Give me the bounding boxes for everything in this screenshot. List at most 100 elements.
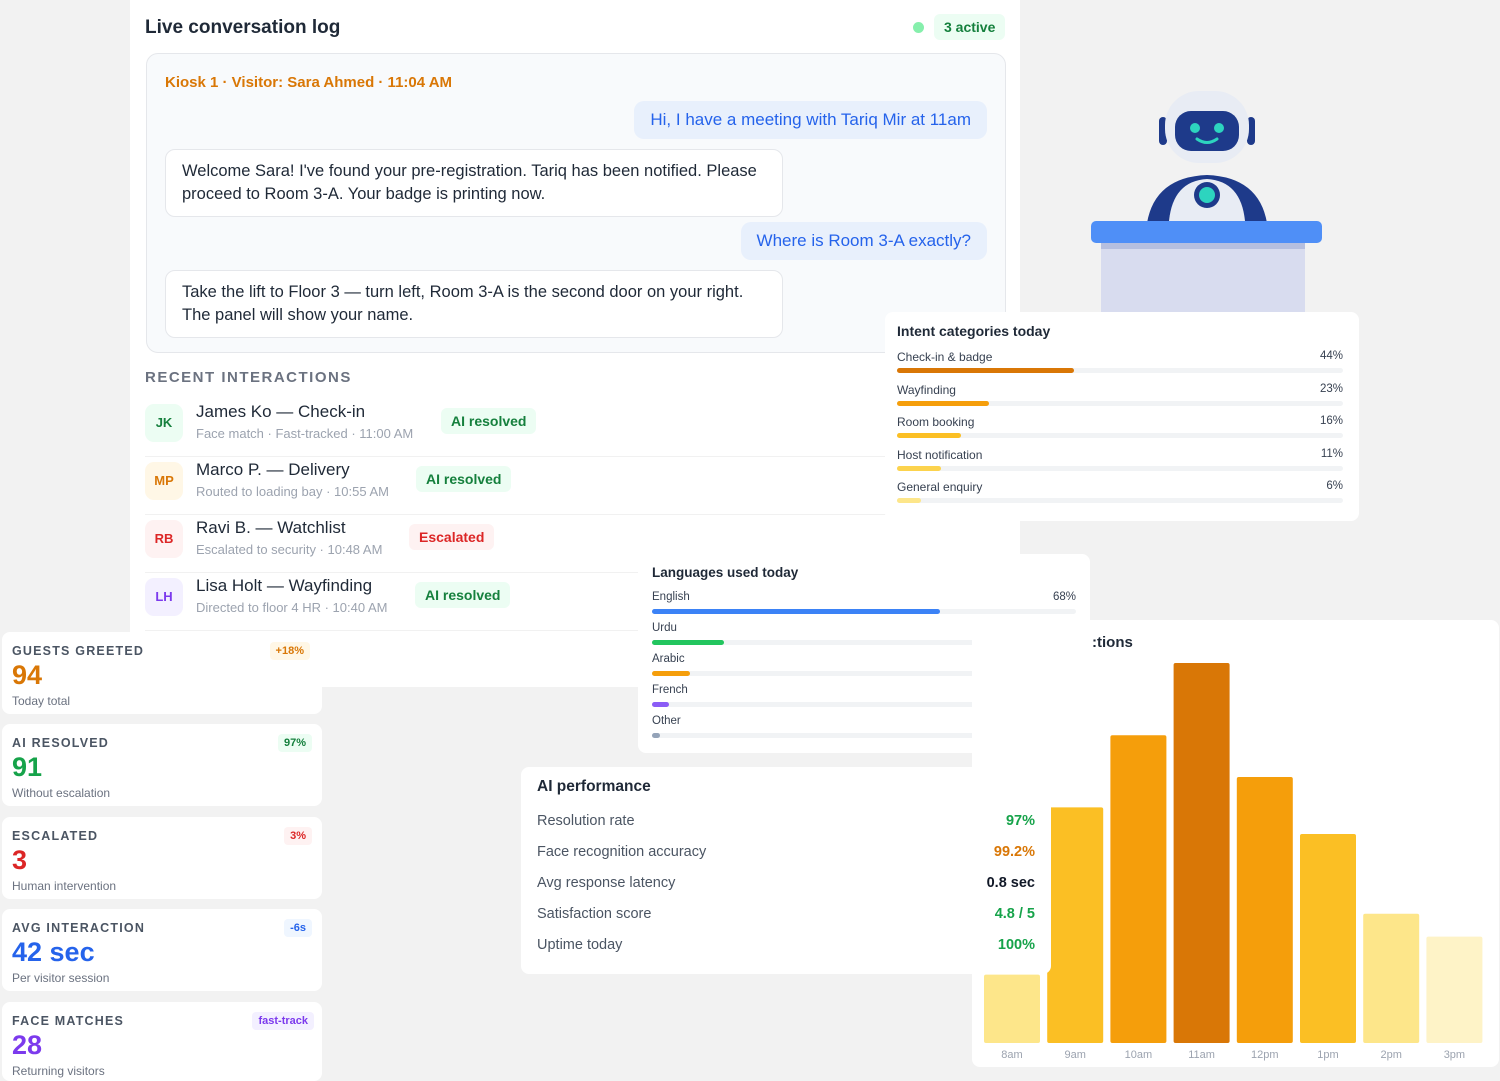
performance-metric-row: Uptime today 100% — [537, 937, 1035, 959]
intents-bar-track — [897, 465, 1343, 471]
stat-subtitle: Today total — [12, 694, 71, 708]
chart-bar[interactable] — [984, 974, 1040, 1043]
stat-value: 91 — [12, 752, 43, 782]
visitor-name: Lisa Holt — Wayfinding — [196, 576, 373, 595]
languages-bar-track — [652, 733, 1076, 738]
status-badge: AI resolved — [415, 582, 511, 608]
intents-bar-fill — [897, 400, 990, 406]
intents-label: Wayfinding — [897, 382, 956, 397]
stat-label: FACE MATCHES — [12, 1014, 125, 1028]
stat-change-badge: +18% — [269, 642, 310, 660]
receptionist-robot-illustration — [1091, 91, 1322, 315]
intents-bar-row: Room booking 16% — [897, 415, 1343, 438]
intents-bar-track — [897, 433, 1343, 438]
intents-percent: 16% — [1319, 415, 1343, 427]
interaction-detail: Routed to loading bay · 10:55 AM — [196, 484, 389, 499]
intents-bar-row: Wayfinding 23% — [897, 382, 1343, 406]
metric-value: 4.8 / 5 — [994, 906, 1035, 922]
stat-card[interactable]: AI RESOLVED 91 Without escalation 97% — [2, 724, 322, 806]
stat-subtitle: Without escalation — [12, 786, 111, 800]
performance-metric-row: Avg response latency 0.8 sec — [537, 875, 1035, 897]
performance-metric-row: Resolution rate 97% — [537, 813, 1035, 835]
stat-change-badge: 3% — [284, 827, 312, 845]
chart-bar[interactable] — [1426, 936, 1483, 1043]
stat-value: 42 sec — [12, 937, 95, 967]
intents-bar-fill — [897, 498, 922, 503]
active-status-dot — [913, 22, 924, 33]
intents-percent: 11% — [1320, 447, 1343, 460]
metric-value: 100% — [997, 937, 1035, 953]
intents-percent: 6% — [1326, 480, 1343, 492]
x-tick-label: 2pm — [1380, 1049, 1401, 1061]
intents-bar-row: Check-in & badge 44% — [897, 350, 1343, 373]
intents-percent: 23% — [1319, 382, 1343, 395]
hourly-bar-chart: 8am 9am 10am 11am 12pm 1pm 2pm 3pm — [984, 663, 1483, 1061]
interaction-detail: Escalated to security · 10:48 AM — [196, 542, 383, 557]
interaction-row[interactable]: JK James Ko — Check-in Face match · Fast-t… — [145, 400, 1005, 457]
languages-bar-track — [652, 702, 1076, 707]
languages-label: Urdu — [652, 622, 677, 634]
stat-label: ESCALATED — [12, 829, 99, 843]
languages-label: English — [652, 591, 690, 603]
chart-bar[interactable] — [1363, 913, 1420, 1043]
intents-bar-track — [897, 368, 1343, 373]
stat-value: 94 — [12, 660, 43, 690]
visitor-name: James Ko — Check-in — [196, 402, 366, 421]
chart-bar[interactable] — [1236, 777, 1293, 1043]
stat-card[interactable]: AVG INTERACTION 42 sec Per visitor session… — [2, 909, 322, 991]
chat-transcript[interactable]: Kiosk 1 · Visitor: Sara Ahmed · 11:04 AM… — [146, 53, 1006, 353]
hourly-interactions-chart-panel: :tions 8am 9am 10am 11am 12pm 1pm 2pm 3pm — [972, 620, 1499, 1067]
visitor-name: Ravi B. — Watchlist — [196, 518, 346, 537]
languages-percent: 68% — [1052, 591, 1076, 603]
conversation-log-title: Live conversation log — [145, 17, 341, 38]
languages-bar-fill — [652, 733, 661, 738]
stat-card[interactable]: FACE MATCHES 28 Returning visitors fast-tra… — [2, 1002, 322, 1081]
x-tick-label: 11am — [1188, 1049, 1215, 1061]
x-tick-label: 10am — [1125, 1049, 1153, 1061]
chart-bar[interactable] — [1173, 663, 1230, 1043]
chart-bar[interactable] — [1110, 735, 1167, 1043]
stat-change-badge: fast-track — [252, 1012, 314, 1030]
intents-bar-track — [897, 498, 1343, 503]
intents-bar-row: General enquiry 6% — [897, 480, 1343, 503]
x-tick-label: 9am — [1064, 1049, 1085, 1061]
chat-session-header: Kiosk 1 · Visitor: Sara Ahmed · 11:04 AM — [165, 74, 453, 91]
languages-bar-fill — [652, 609, 941, 614]
stat-value: 28 — [12, 1030, 43, 1060]
languages-bar-fill — [652, 640, 725, 645]
metric-label: Avg response latency — [537, 875, 676, 891]
bot-message: Take the lift to Floor 3 — turn left, Ro… — [165, 270, 783, 338]
intents-bar-track — [897, 400, 1343, 406]
interaction-row[interactable]: MP Marco P. — Delivery Routed to loading b… — [145, 458, 1005, 515]
intent-categories-panel: Intent categories today Check-in & badge… — [885, 312, 1359, 521]
stat-label: AI RESOLVED — [12, 736, 110, 750]
stat-card[interactable]: ESCALATED 3 Human intervention 3% — [2, 817, 322, 899]
intent-categories-title: Intent categories today — [897, 323, 1051, 339]
interaction-row[interactable]: RB Ravi B. — Watchlist Escalated to securi… — [145, 516, 1005, 573]
interaction-row[interactable]: LH Lisa Holt — Wayfinding Directed to floo… — [145, 574, 1005, 631]
languages-bar-track — [652, 609, 1076, 614]
languages-bar-row: English 68% — [652, 591, 1076, 614]
intents-label: Host notification — [897, 447, 983, 462]
stat-card[interactable]: GUESTS GREETED 94 Today total +18% — [2, 632, 322, 714]
conversation-log-panel: Live conversation log 3 active Kiosk 1 ·… — [130, 0, 1020, 687]
chart-bar[interactable] — [1047, 807, 1104, 1043]
interaction-detail: Directed to floor 4 HR · 10:40 AM — [196, 600, 388, 615]
stat-subtitle: Returning visitors — [12, 1064, 105, 1078]
x-tick-label: 1pm — [1317, 1049, 1338, 1061]
languages-label: Other — [652, 715, 681, 727]
stat-change-badge: -6s — [284, 919, 312, 937]
metric-value: 99.2% — [993, 844, 1035, 860]
stat-value: 3 — [12, 845, 28, 875]
visitor-avatar: MP — [145, 462, 183, 500]
bot-message: Welcome Sara! I've found your pre-regist… — [165, 149, 783, 217]
metric-label: Face recognition accuracy — [537, 844, 707, 860]
intents-percent: 44% — [1319, 350, 1343, 362]
metric-value: 97% — [1005, 813, 1035, 829]
x-tick-label: 8am — [1001, 1049, 1022, 1061]
visitor-avatar: RB — [145, 520, 183, 558]
stat-label: AVG INTERACTION — [12, 921, 146, 935]
languages-bar-fill — [652, 671, 691, 676]
chart-bar[interactable] — [1300, 834, 1356, 1043]
languages-label: French — [652, 684, 688, 696]
